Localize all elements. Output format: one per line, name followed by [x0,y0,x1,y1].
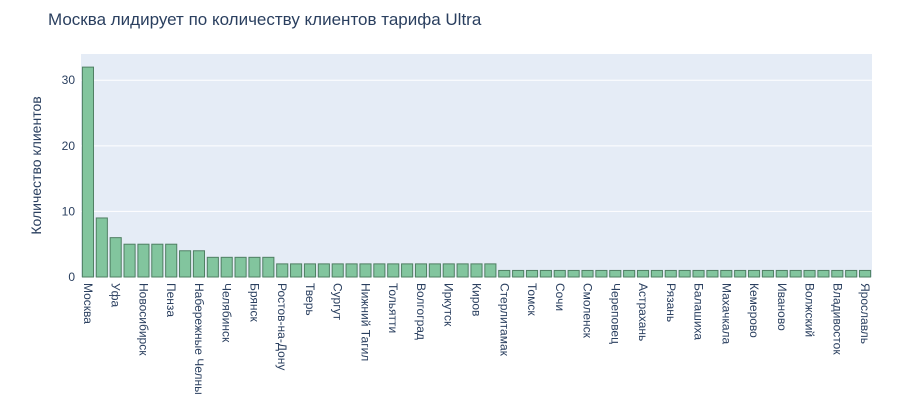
bar [206,256,219,278]
bar [775,269,788,278]
bar [81,66,94,278]
bar [623,269,636,278]
bar [137,243,150,278]
x-tick-label: Новосибирск [136,283,150,356]
x-tick-label: Москва [81,283,95,324]
y-tick-label: 0 [68,270,75,284]
bar [678,269,691,278]
x-tick-label: Уфа [109,283,123,307]
bar [345,263,358,278]
bar [761,269,774,278]
x-tick-label: Владивосток [830,283,844,355]
bar [692,269,705,278]
bar [234,256,247,278]
gridlines [81,79,872,212]
x-tick-label: Пенза [164,283,178,317]
bar [553,269,566,278]
bar [192,250,206,278]
bar [581,269,594,278]
bar [720,269,733,278]
x-tick-label: Сочи [553,283,567,311]
plot-area [81,54,872,277]
x-tick-label: Череповец [608,283,622,344]
x-tick-label: Астрахань [636,283,650,341]
chart-title: Москва лидирует по количеству клиентов т… [48,10,482,29]
bar [248,256,261,278]
x-tick-label: Нижний Тагил [358,283,372,361]
x-tick-label: Ярославль [858,283,872,344]
bar [803,269,816,278]
bar [95,217,108,278]
bar [831,269,844,278]
bar [789,269,802,278]
bar [442,263,455,278]
bar [456,263,469,278]
bar [567,269,580,278]
y-tick-label: 30 [62,73,76,87]
bar [414,263,428,278]
bar [290,263,303,278]
y-tick-label: 10 [62,204,76,218]
bar [359,263,372,278]
bar [303,263,317,278]
x-tick-label: Смоленск [581,283,595,339]
bar [276,263,289,278]
bar [498,269,511,278]
bar [165,243,178,278]
bar [747,269,761,278]
x-tick-label: Иркутск [442,283,456,327]
x-tick-label: Стерлитамак [497,283,511,357]
bar [512,269,525,278]
bar [317,263,330,278]
y-tick-label: 20 [62,139,76,153]
x-tick-label: Тверь [303,283,317,316]
bar [220,256,233,278]
bar [595,269,608,278]
bar [609,269,622,278]
x-tick-label: Кемерово [747,283,761,338]
bar [845,269,858,278]
bar [428,263,441,278]
bar [525,269,539,278]
bar [539,269,552,278]
bar [262,256,275,278]
x-tick-label: Рязань [664,283,678,322]
bar [123,243,136,278]
bar [387,263,400,278]
bar [664,269,677,278]
x-tick-label: Челябинск [220,283,234,343]
bar [373,263,386,278]
bar [650,269,663,278]
bar [470,263,483,278]
x-tick-label: Брянск [247,283,261,323]
bar [734,269,747,278]
x-tick-label: Волгоград [414,283,428,340]
x-tick-label: Тольятти [386,283,400,333]
bar [109,237,122,278]
x-tick-label: Ростов-на-Дону [275,283,289,370]
bar [817,269,830,278]
x-tick-label: Сургут [331,283,345,321]
bar [179,250,192,278]
bar [636,269,650,278]
bar [859,269,872,278]
bar [706,269,719,278]
x-tick-label: Волжский [803,283,817,337]
bar [401,263,414,278]
x-tick-label: Киров [470,283,484,316]
x-tick-label: Иваново [775,283,789,331]
bar [484,263,497,278]
bar [331,263,344,278]
x-tick-label: Махачкала [719,283,733,345]
x-tick-label: Набережные Челны [192,283,206,395]
y-axis-ticks: 0 10 20 30 [62,73,76,284]
y-axis-title: Количество клиентов [28,96,44,234]
x-tick-label: Томск [525,283,539,316]
x-tick-label: Балашиха [692,283,706,340]
x-axis-ticks: Москва Уфа Новосибирск Пенза Набережные Челн… [81,283,872,395]
bar [151,243,164,278]
bars [81,66,872,278]
